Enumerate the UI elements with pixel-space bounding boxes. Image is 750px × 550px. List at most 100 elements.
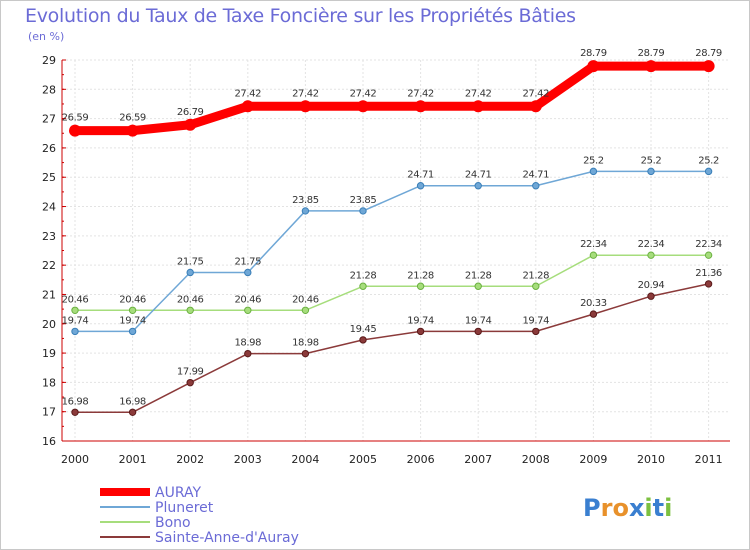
data-label: 24.71 [522, 170, 549, 181]
data-label: 22.34 [638, 239, 665, 250]
point-pluneret-2008 [532, 182, 540, 190]
point-pluneret-2011 [704, 167, 713, 176]
point-sainte-anne-d-auray-2010 [647, 292, 655, 300]
logo-letter: i [644, 494, 652, 522]
logo-letter: t [653, 494, 664, 522]
xtick-2002: 2002 [176, 453, 204, 466]
point-bono-2001 [128, 306, 137, 314]
ytick-23: 23 [42, 230, 56, 243]
point-pluneret-2000 [71, 327, 79, 336]
point-pluneret-2004 [301, 207, 310, 215]
point-bono-2010 [647, 251, 655, 259]
xtick-2003: 2003 [234, 453, 262, 466]
ytick-21: 21 [42, 288, 56, 301]
data-label: 19.74 [465, 315, 492, 326]
data-label: 25.2 [698, 155, 719, 166]
data-label: 20.94 [638, 280, 665, 291]
data-label: 27.42 [407, 88, 434, 99]
point-bono-2003 [244, 306, 252, 314]
point-pluneret-2009 [589, 167, 598, 176]
point-sainte-anne-d-auray-2000 [71, 408, 79, 416]
data-label: 18.98 [234, 338, 261, 349]
data-label: 21.75 [177, 256, 204, 267]
data-label: 27.42 [465, 88, 492, 99]
series-line-sainte-anne-d-auray [74, 283, 710, 414]
logo-letter: i [664, 494, 672, 522]
data-label: 25.2 [583, 155, 604, 166]
data-label: 21.28 [522, 270, 549, 281]
point-sainte-anne-d-auray-2009 [589, 310, 598, 318]
point-sainte-anne-d-auray-2006 [416, 327, 425, 336]
point-pluneret-2007 [474, 182, 482, 190]
data-label: 22.34 [695, 239, 722, 250]
data-label: 27.42 [234, 88, 261, 99]
ytick-28: 28 [42, 83, 56, 96]
data-label: 21.28 [465, 270, 492, 281]
logo-letter: P [583, 494, 601, 522]
logo-letter: o [612, 494, 629, 522]
data-label: 20.46 [234, 294, 261, 305]
xtick-2011: 2011 [695, 453, 723, 466]
series-layer [69, 60, 715, 416]
legend-label-0: AURAY [155, 485, 201, 501]
data-label: 26.79 [177, 107, 204, 118]
ytick-25: 25 [42, 171, 56, 184]
point-sainte-anne-d-auray-2011 [704, 280, 713, 288]
ytick-20: 20 [42, 318, 56, 331]
logo-letter: x [629, 494, 645, 522]
point-sainte-anne-d-auray-2004 [301, 349, 310, 358]
point-pluneret-2003 [244, 268, 252, 277]
axes: 16 17 18 19 20 21 22 23 24 25 26 27 28 29 2000 2001 2002… [42, 54, 730, 466]
ytick-18: 18 [42, 376, 56, 389]
ytick-26: 26 [42, 142, 56, 155]
data-label: 16.98 [119, 396, 146, 407]
unit-label: (en %) [28, 30, 64, 43]
data-label: 25.2 [641, 155, 662, 166]
xtick-2007: 2007 [464, 453, 492, 466]
ytick-22: 22 [42, 259, 56, 272]
data-label: 27.42 [522, 88, 549, 99]
point-auray-2001 [126, 124, 139, 137]
xtick-2000: 2000 [61, 453, 89, 466]
data-label: 28.79 [580, 48, 607, 59]
data-label: 18.98 [292, 338, 319, 349]
point-bono-2000 [71, 306, 79, 314]
data-label: 27.42 [292, 88, 319, 99]
point-auray-2003 [241, 100, 254, 113]
point-auray-2002 [184, 118, 197, 131]
chart-title: Evolution du Taux de Taxe Foncière sur l… [25, 5, 576, 27]
point-pluneret-2002 [186, 268, 194, 277]
data-label: 23.85 [292, 195, 319, 206]
ytick-16: 16 [42, 435, 56, 448]
point-sainte-anne-d-auray-2003 [244, 349, 252, 358]
point-auray-2010 [645, 60, 657, 73]
data-label: 21.28 [407, 270, 434, 281]
point-auray-2000 [69, 124, 81, 137]
legend-label-1: Pluneret [155, 500, 214, 516]
point-auray-2009 [587, 60, 600, 73]
ytick-17: 17 [42, 406, 56, 419]
legend-label-3: Sainte-Anne-d'Auray [155, 530, 299, 546]
logo-letter: r [601, 494, 613, 522]
point-auray-2004 [299, 100, 312, 113]
data-label: 24.71 [407, 170, 434, 181]
point-pluneret-2001 [128, 327, 137, 336]
ytick-19: 19 [42, 347, 56, 360]
data-label: 24.71 [465, 170, 492, 181]
ytick-27: 27 [42, 113, 56, 126]
grid [62, 59, 730, 442]
proxiti-logo: Proxiti [583, 494, 672, 522]
point-auray-2007 [472, 100, 485, 113]
data-label: 21.28 [350, 270, 377, 281]
xtick-2001: 2001 [119, 453, 147, 466]
point-sainte-anne-d-auray-2002 [186, 378, 194, 387]
xtick-2010: 2010 [637, 453, 665, 466]
point-auray-2011 [702, 60, 715, 73]
data-label: 20.46 [177, 294, 204, 305]
data-label: 21.36 [695, 268, 722, 279]
series-line-auray [70, 61, 714, 136]
point-auray-2006 [414, 100, 427, 113]
point-sainte-anne-d-auray-2008 [532, 327, 540, 336]
data-label: 21.75 [234, 256, 261, 267]
